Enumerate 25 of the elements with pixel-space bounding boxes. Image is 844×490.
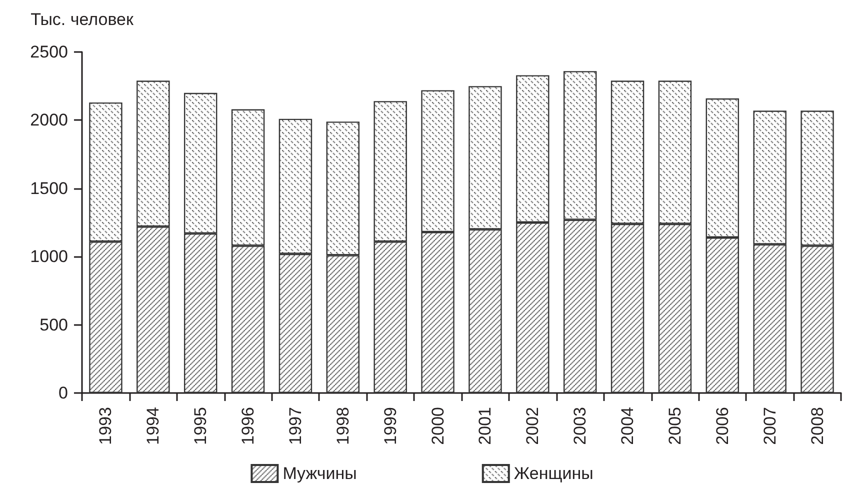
y-tick-label: 2500 [30, 42, 68, 62]
legend-label: Женщины [514, 464, 594, 483]
x-tick-label: 2000 [428, 407, 448, 445]
x-tick-label: 1998 [333, 407, 352, 445]
y-tick-label: 2000 [30, 110, 68, 130]
y-axis-title: Тыс. человек [30, 10, 134, 29]
x-tick-label: 2008 [808, 407, 827, 445]
x-tick-label: 1995 [191, 407, 210, 445]
y-tick-label: 500 [40, 315, 68, 334]
x-tick-label: 1997 [286, 407, 305, 445]
x-tick-label: 1994 [144, 407, 163, 445]
x-tick-label: 2007 [760, 407, 780, 445]
x-tick-label: 2006 [712, 407, 732, 445]
x-tick-label: 1993 [96, 407, 116, 445]
y-tick-label: 0 [58, 384, 68, 402]
x-tick-label: 1999 [380, 407, 400, 445]
x-tick-label: 2005 [665, 407, 684, 445]
x-tick-label: 2004 [618, 407, 638, 445]
x-tick-label: 2002 [523, 407, 542, 445]
x-tick-label: 1996 [238, 407, 258, 445]
x-tick-label: 2003 [570, 407, 590, 445]
legend-label: Мужчины [282, 464, 357, 483]
y-tick-label: 1500 [30, 178, 68, 198]
x-tick-label: 2001 [476, 407, 495, 445]
y-tick-label: 1000 [30, 247, 68, 266]
